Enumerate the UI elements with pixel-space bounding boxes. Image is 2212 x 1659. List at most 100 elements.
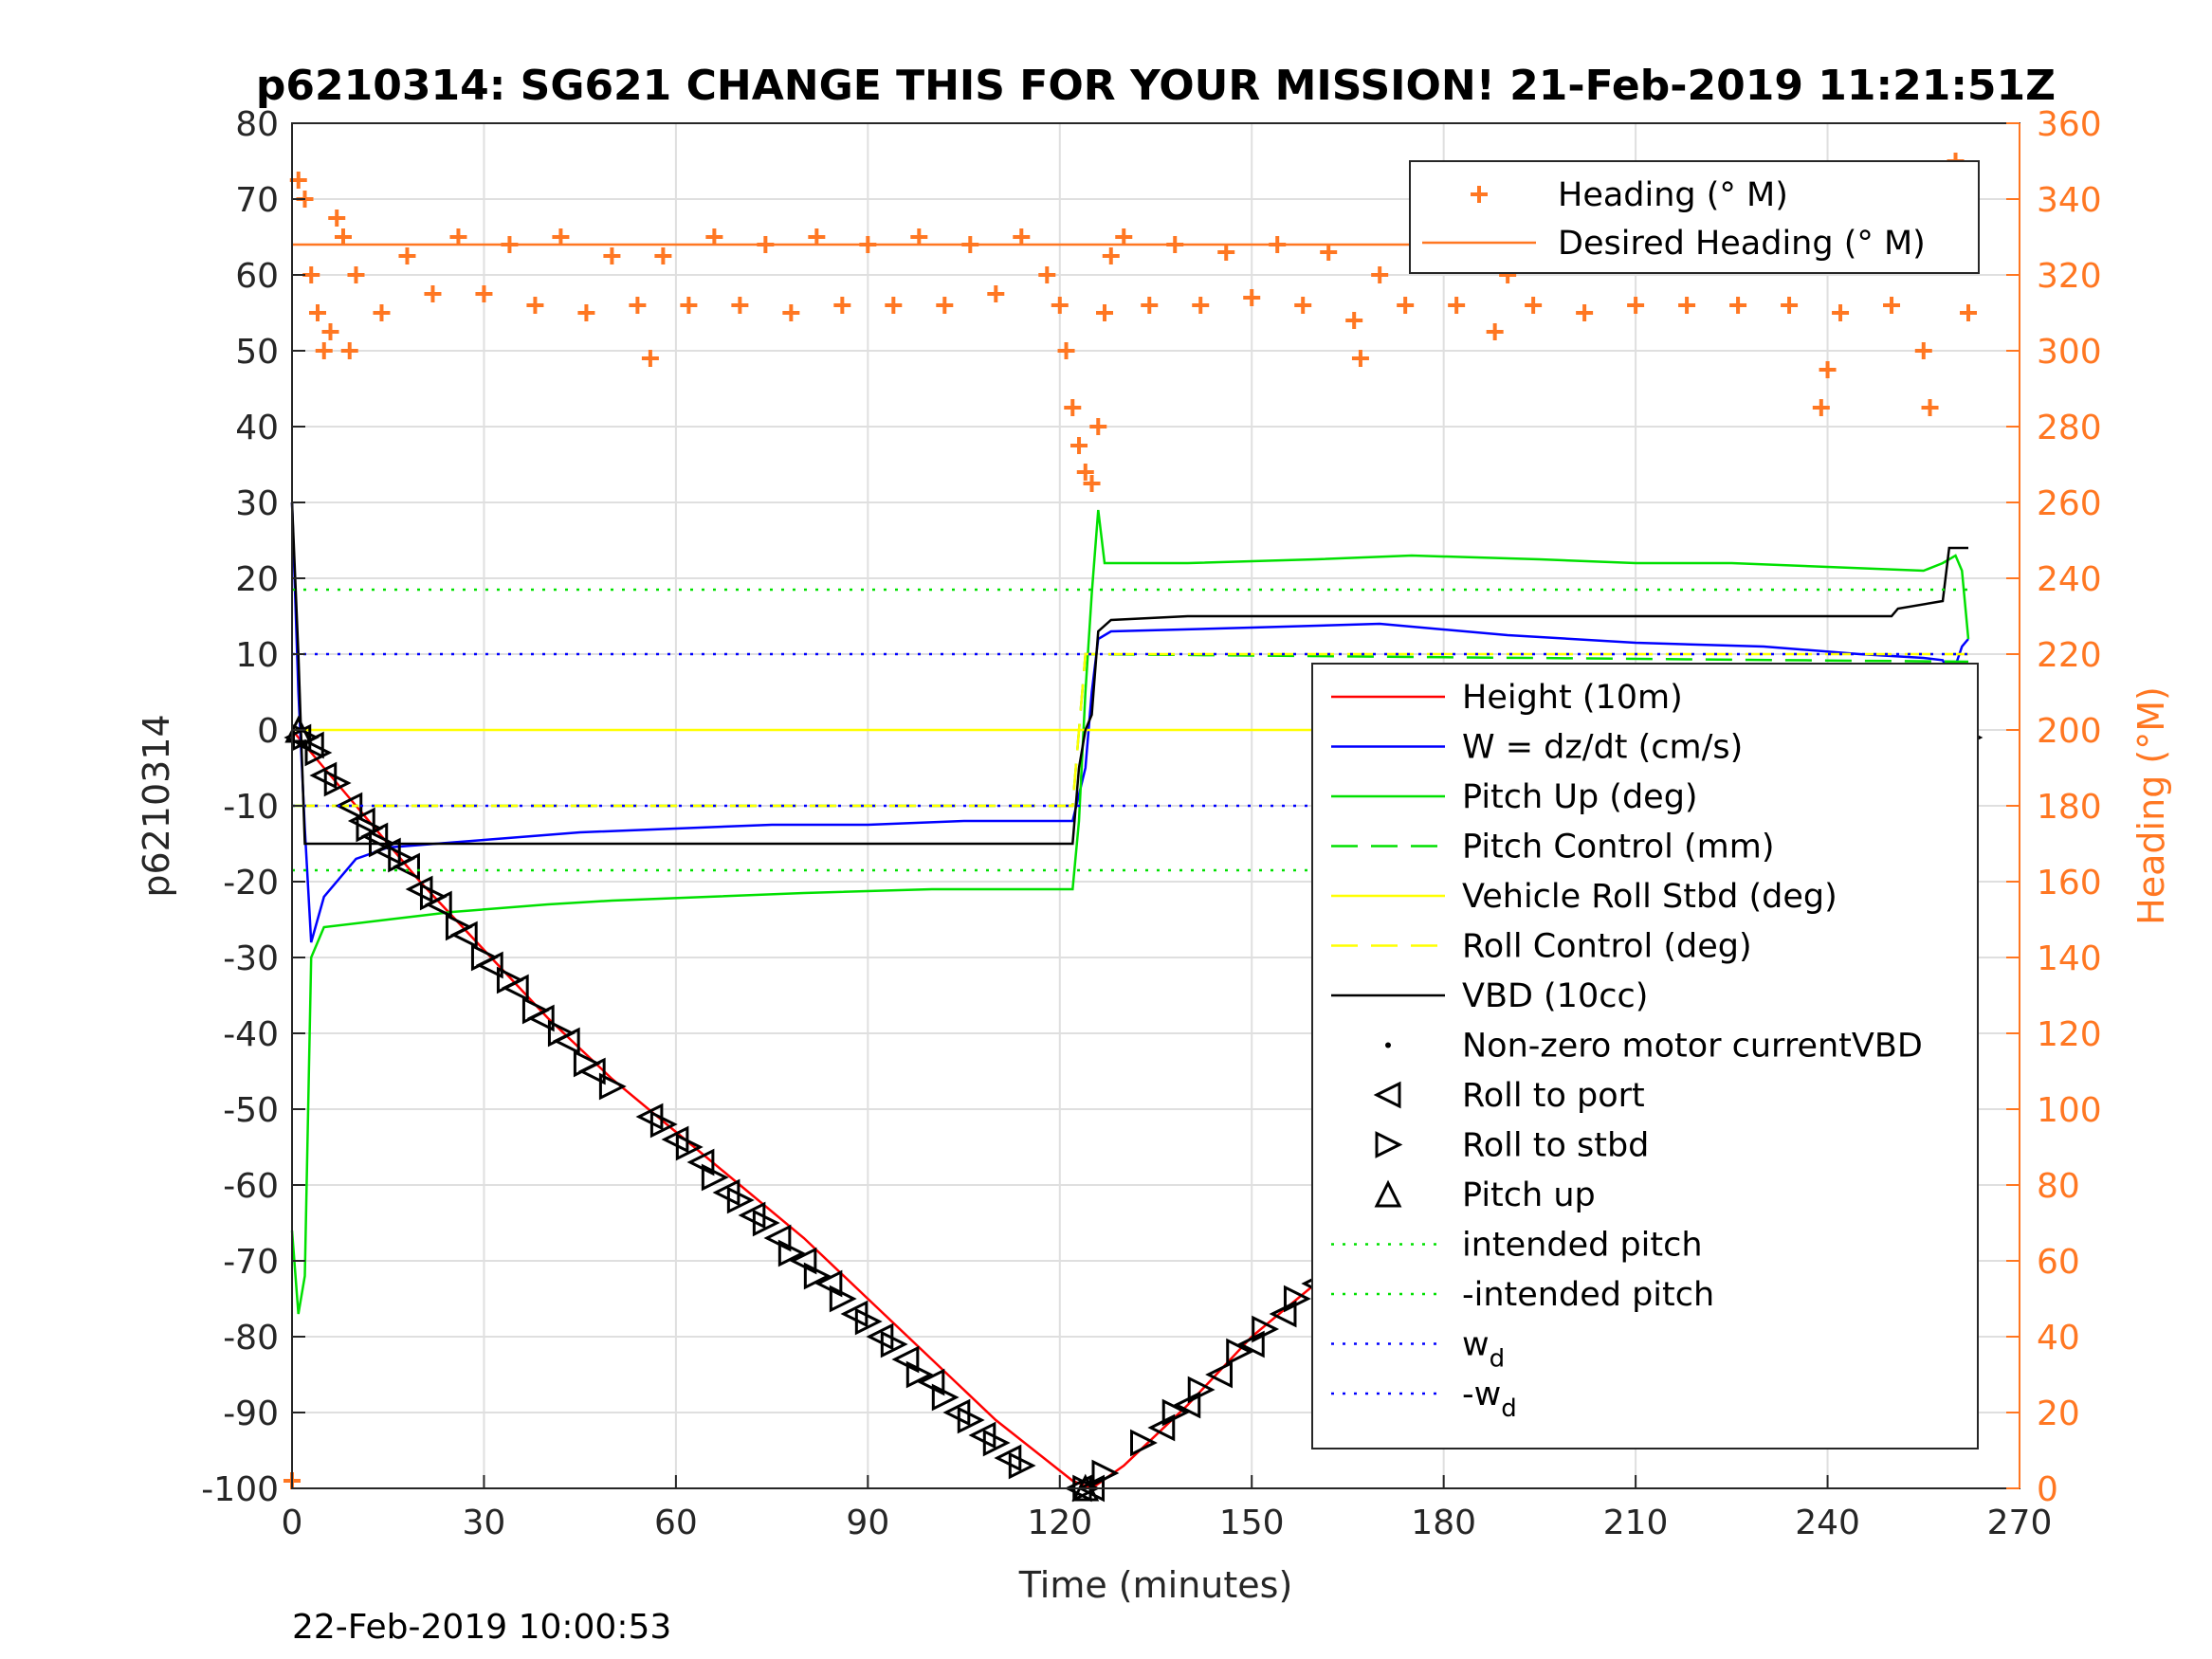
legend-sample-non-zero-motor-currentvbd bbox=[1385, 1042, 1391, 1048]
point-heading-m bbox=[1781, 297, 1799, 314]
legend-main: Height (10m) W = dz/dt (cm/s) Pitch Up (de… bbox=[1311, 663, 1979, 1449]
series-layer bbox=[283, 153, 1983, 1503]
legend-label-non-zero-motor-currentvbd: Non-zero motor currentVBD bbox=[1462, 1028, 1923, 1066]
legend-label-vehicle-roll-stbd-deg: Vehicle Roll Stbd (deg) bbox=[1462, 878, 1837, 916]
point-heading-m bbox=[603, 247, 621, 264]
x-tick-label: 270 bbox=[1987, 1504, 2053, 1542]
point-heading-m bbox=[1064, 399, 1082, 416]
x-tick-label: 240 bbox=[1795, 1504, 1860, 1542]
point-roll-to-stbd bbox=[368, 830, 396, 858]
point-heading-m bbox=[321, 323, 339, 340]
y-right-tick-label: 280 bbox=[2037, 409, 2102, 447]
legend-box-main bbox=[1311, 663, 1979, 1449]
legend-sample-roll-to-port bbox=[1373, 1081, 1401, 1109]
point-heading-m bbox=[1486, 323, 1504, 340]
x-tick-label: 60 bbox=[654, 1504, 698, 1542]
y-right-tick-label: 340 bbox=[2037, 181, 2102, 220]
y-tick-label: 30 bbox=[235, 484, 279, 523]
legend-heading: Heading (° M) Desired Heading (° M) bbox=[1409, 160, 1980, 274]
y-right-tick-label: 60 bbox=[2037, 1243, 2080, 1282]
y-tick-label: 70 bbox=[235, 181, 279, 220]
point-heading-m bbox=[1397, 297, 1415, 314]
x-axis-label: Time (minutes) bbox=[1018, 1564, 1293, 1606]
point-heading-m bbox=[1678, 297, 1696, 314]
y-right-tick-label: 0 bbox=[2037, 1470, 2058, 1509]
point-roll-to-stbd bbox=[547, 1019, 576, 1048]
point-heading-m bbox=[641, 350, 659, 367]
y-tick-label: 80 bbox=[235, 105, 279, 144]
point-heading-m bbox=[1089, 418, 1107, 435]
x-tick-label: 30 bbox=[463, 1504, 506, 1542]
x-tick-label: 210 bbox=[1603, 1504, 1669, 1542]
point-heading-m bbox=[1345, 312, 1363, 329]
point-heading-m bbox=[577, 304, 595, 321]
point-roll-to-stbd bbox=[931, 1383, 960, 1412]
x-tick-label: 0 bbox=[282, 1504, 303, 1542]
point-roll-to-stbd bbox=[521, 996, 550, 1025]
point-roll-to-stbd bbox=[323, 769, 352, 797]
point-heading-m bbox=[1217, 244, 1235, 261]
point-roll-to-port bbox=[347, 807, 375, 835]
point-heading-m bbox=[308, 304, 326, 321]
y-right-tick-label: 40 bbox=[2037, 1319, 2080, 1358]
point-heading-m bbox=[1294, 297, 1312, 314]
legend-label-pitch-control-mm: Pitch Control (mm) bbox=[1462, 829, 1774, 866]
legend-sample-roll-to-stbd bbox=[1375, 1131, 1403, 1158]
y-tick-label: 20 bbox=[235, 560, 279, 599]
point-heading-m bbox=[1083, 475, 1101, 492]
point-heading-m bbox=[808, 228, 826, 246]
y-tick-label: 40 bbox=[235, 409, 279, 447]
y-right-tick-label: 300 bbox=[2037, 333, 2102, 372]
y-tick-label: -50 bbox=[223, 1091, 279, 1130]
point-roll-to-stbd bbox=[304, 738, 333, 767]
point-heading-m bbox=[1576, 304, 1594, 321]
point-heading-m bbox=[654, 247, 672, 264]
y-tick-label: 0 bbox=[257, 712, 279, 751]
point-heading-m bbox=[1832, 304, 1850, 321]
point-heading-m bbox=[1096, 304, 1114, 321]
point-heading-m bbox=[1038, 266, 1056, 283]
point-roll-to-stbd bbox=[649, 1110, 678, 1139]
point-heading-m bbox=[1057, 342, 1075, 359]
point-heading-m bbox=[347, 266, 365, 283]
x-tick-label: 90 bbox=[846, 1504, 889, 1542]
y-right-tick-label: 180 bbox=[2037, 788, 2102, 827]
y-tick-label: -60 bbox=[223, 1167, 279, 1206]
point-heading-m bbox=[1921, 399, 1939, 416]
point-heading-m bbox=[680, 297, 698, 314]
point-heading-m bbox=[1115, 228, 1133, 246]
point-roll-to-stbd bbox=[388, 845, 416, 873]
point-heading-m bbox=[1192, 297, 1210, 314]
y-right-tick-label: 100 bbox=[2037, 1091, 2102, 1130]
y-axis-label: p6210314 bbox=[136, 714, 177, 897]
legend-label-heading-m: Heading (° M) bbox=[1558, 176, 1788, 214]
y-right-tick-label: 120 bbox=[2037, 1015, 2102, 1054]
y-tick-label: -100 bbox=[201, 1470, 279, 1509]
point-roll-to-stbd bbox=[752, 1209, 780, 1237]
point-heading-m bbox=[1627, 297, 1645, 314]
point-roll-to-stbd bbox=[1161, 1398, 1190, 1427]
point-roll-to-stbd bbox=[880, 1330, 908, 1358]
point-roll-to-stbd bbox=[803, 1262, 832, 1290]
series-pitch-up-deg bbox=[290, 509, 1970, 1315]
y-right-tick-label: 260 bbox=[2037, 484, 2102, 523]
point-roll-to-stbd bbox=[982, 1429, 1011, 1457]
point-roll-to-port bbox=[283, 723, 312, 752]
point-roll-to-stbd bbox=[496, 966, 524, 994]
point-heading-m bbox=[1320, 244, 1338, 261]
y-tick-label: -30 bbox=[223, 939, 279, 978]
point-heading-m bbox=[1883, 297, 1901, 314]
point-roll-to-port bbox=[1205, 1360, 1233, 1389]
point-heading-m bbox=[1076, 464, 1094, 481]
point-heading-m bbox=[334, 228, 352, 246]
point-roll-to-stbd bbox=[1091, 1459, 1120, 1487]
point-heading-m bbox=[1051, 297, 1069, 314]
point-roll-to-stbd bbox=[419, 883, 448, 911]
point-heading-m bbox=[885, 297, 903, 314]
point-roll-to-stbd bbox=[726, 1186, 755, 1214]
point-roll-to-stbd bbox=[1252, 1315, 1280, 1343]
point-heading-m bbox=[629, 297, 647, 314]
legend-label-desired-heading-m: Desired Heading (° M) bbox=[1558, 225, 1926, 263]
x-tick-label: 120 bbox=[1027, 1504, 1092, 1542]
point-heading-m bbox=[302, 266, 320, 283]
